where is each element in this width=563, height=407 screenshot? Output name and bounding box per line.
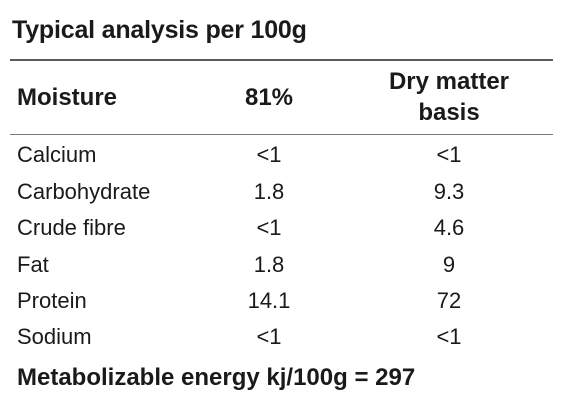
table-row: Crude fibre <1 4.6 <box>0 209 563 245</box>
header-moisture-value: 81% <box>244 84 294 111</box>
table-row: Carbohydrate 1.8 9.3 <box>0 173 563 209</box>
row-value-per-100g: <1 <box>256 142 282 167</box>
row-name: Carbohydrate <box>17 179 151 204</box>
row-value-dry-matter: <1 <box>436 324 462 349</box>
row-name: Crude fibre <box>17 215 126 240</box>
row-value-per-100g: 14.1 <box>247 288 291 313</box>
table-row: Protein 14.1 72 <box>0 282 563 318</box>
header-moisture-label: Moisture <box>17 84 118 111</box>
row-name: Fat <box>17 252 49 277</box>
row-name: Sodium <box>17 324 92 349</box>
row-value-dry-matter: 9.3 <box>433 179 465 204</box>
row-value-per-100g: <1 <box>256 324 282 349</box>
table-row: Sodium <1 <1 <box>0 318 563 354</box>
table-row: Fat 1.8 9 <box>0 246 563 282</box>
header-dry-matter-line1: Dry matter <box>388 68 510 95</box>
header-rule <box>10 134 553 135</box>
metabolizable-energy-footer: Metabolizable energy kj/100g = 297 <box>17 364 416 391</box>
row-value-dry-matter: <1 <box>436 142 462 167</box>
analysis-title: Typical analysis per 100g <box>12 16 307 44</box>
top-rule <box>10 59 553 61</box>
row-value-dry-matter: 72 <box>436 288 462 313</box>
row-value-per-100g: <1 <box>256 215 282 240</box>
table-row: Calcium <1 <1 <box>0 136 563 172</box>
row-value-per-100g: 1.8 <box>253 179 285 204</box>
row-name: Protein <box>17 288 87 313</box>
row-value-dry-matter: 4.6 <box>433 215 465 240</box>
header-dry-matter-line2: basis <box>418 99 480 126</box>
header-dry-matter-basis: Dry matter basis <box>367 66 531 128</box>
row-value-dry-matter: 9 <box>442 252 456 277</box>
row-name: Calcium <box>17 142 97 167</box>
row-value-per-100g: 1.8 <box>253 252 285 277</box>
